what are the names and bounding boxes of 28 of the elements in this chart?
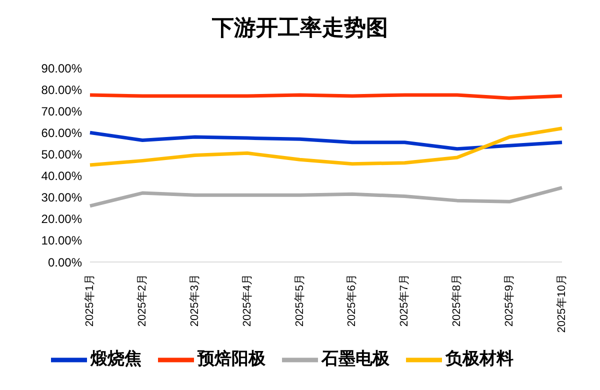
y-tick-label: 10.00% [41,234,82,248]
x-tick-label: 2025年9月 [504,274,516,327]
legend-label: 预焙阳极 [198,349,266,368]
y-tick-label: 90.00% [41,61,82,76]
y-tick-label: 80.00% [41,82,82,97]
x-tick-label: 2025年8月 [451,274,464,327]
y-tick-label: 60.00% [41,126,82,140]
x-tick-label: 2025年7月 [398,274,411,327]
y-tick-label: 40.00% [41,169,82,184]
x-tick-label: 2025年1月 [84,274,96,327]
x-tick-label: 2025年4月 [241,274,254,327]
legend-label: 煅烧焦 [90,349,142,368]
x-tick-label: 2025年10月 [556,274,568,333]
y-tick-label: 50.00% [41,147,82,162]
legend-label: 负极材料 [446,349,514,368]
y-tick-label: 0.00% [48,255,82,270]
x-tick-label: 2025年2月 [136,274,148,327]
x-tick-label: 2025年3月 [188,274,201,327]
line-series [88,186,564,208]
y-tick-label: 20.00% [41,212,82,226]
x-tick-label: 2025年5月 [294,274,306,327]
y-tick-label: 30.00% [41,190,82,205]
chart-title: 下游开工率走势图 [211,14,389,42]
x-tick-label: 2025年6月 [346,274,358,327]
legend-label: 石墨电极 [322,349,390,368]
y-tick-label: 70.00% [41,104,82,118]
line-series [88,126,564,167]
line-series [88,130,564,151]
